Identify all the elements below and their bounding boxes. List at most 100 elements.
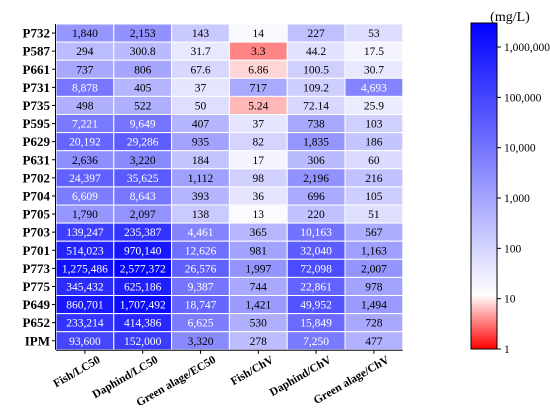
cell-value-label: 4,461 [188, 227, 214, 239]
cell-value-label: 1,275,486 [62, 263, 108, 275]
row-label: P773 [23, 261, 51, 276]
column-label: Fish/ChV [229, 354, 277, 388]
cell-value-label: 31.7 [190, 46, 210, 58]
cell-value-label: 717 [250, 82, 268, 94]
cell-value-label: 365 [250, 227, 268, 239]
cell-value-label: 184 [192, 155, 210, 167]
row-label: P703 [23, 225, 51, 240]
cell-value-label: 139,247 [66, 227, 104, 239]
cell-value-label: 1,421 [245, 300, 271, 312]
colorbar-gradient [470, 22, 498, 350]
colorbar-unit-label: (mg/L) [490, 10, 530, 25]
heatmap-cells: 1,840 2,153 143 14 227 53 294 300.8 31.7 3.3 44.2 1… [55, 23, 404, 351]
colorbar-tick-label: 10 [504, 294, 516, 306]
cell-value-label: 2,577,372 [120, 263, 166, 275]
colorbar-tick-label: 100,000 [504, 92, 542, 104]
cell-value-label: 625,186 [124, 281, 162, 293]
cell-value-label: 737 [76, 64, 94, 76]
cell-value-label: 9,387 [188, 281, 214, 293]
cell-value-label: 306 [307, 155, 325, 167]
cell-value-label: 8,878 [72, 82, 98, 94]
cell-value-label: 1,997 [245, 263, 271, 275]
cell-value-label: 93,600 [69, 336, 101, 348]
cell-value-label: 17.5 [364, 46, 384, 58]
cell-value-label: 738 [307, 119, 325, 131]
cell-value-label: 37 [195, 82, 207, 94]
cell-value-label: 498 [76, 100, 94, 112]
cell-value-label: 2,636 [72, 155, 98, 167]
cell-value-label: 220 [307, 209, 325, 221]
cell-value-label: 7,250 [303, 336, 329, 348]
row-label: P631 [23, 152, 50, 167]
cell-value-label: 278 [250, 336, 268, 348]
cell-value-label: 2,196 [303, 173, 329, 185]
row-label: IPM [25, 333, 50, 348]
row-label: P704 [23, 188, 51, 203]
cell-value-label: 67.6 [190, 64, 210, 76]
cell-value-label: 3,220 [130, 155, 156, 167]
cell-value-label: 4,693 [361, 82, 387, 94]
cell-value-label: 82 [253, 137, 265, 149]
cell-value-label: 14 [253, 28, 265, 40]
cell-value-label: 26,576 [185, 263, 217, 275]
cell-value-label: 1,840 [72, 28, 98, 40]
cell-value-label: 1,707,492 [120, 300, 166, 312]
cell-value-label: 7,221 [72, 119, 98, 131]
row-label: P705 [23, 207, 51, 222]
colorbar-tick-label: 1,000,000 [504, 42, 550, 54]
cell-value-label: 860,701 [66, 300, 104, 312]
cell-value-label: 13 [253, 209, 265, 221]
cell-value-label: 17 [253, 155, 265, 167]
cell-value-label: 530 [250, 318, 268, 330]
row-label: P587 [23, 44, 51, 59]
cell-value-label: 227 [307, 28, 325, 40]
cell-value-label: 2,097 [130, 209, 156, 221]
cell-value-label: 103 [365, 119, 383, 131]
cell-value-label: 105 [365, 191, 383, 203]
cell-value-label: 1,112 [188, 173, 214, 185]
cell-value-label: 970,140 [124, 245, 162, 257]
cell-value-label: 98 [253, 173, 265, 185]
cell-value-label: 1,494 [361, 300, 387, 312]
cell-value-label: 6,625 [188, 318, 214, 330]
cell-value-label: 20,192 [69, 137, 101, 149]
row-label: P731 [23, 80, 50, 95]
cell-value-label: 18,747 [185, 300, 217, 312]
cell-value-label: 477 [365, 336, 383, 348]
cell-value-label: 30.7 [364, 64, 384, 76]
cell-value-label: 294 [76, 46, 94, 58]
cell-value-label: 935 [192, 137, 210, 149]
column-label: Fish/LC50 [52, 354, 103, 390]
cell-value-label: 233,214 [66, 318, 104, 330]
cell-value-label: 407 [192, 119, 210, 131]
cell-value-label: 72.14 [303, 100, 329, 112]
cell-value-label: 5.24 [248, 100, 268, 112]
cell-value-label: 50 [195, 100, 207, 112]
cell-value-label: 32,040 [300, 245, 332, 257]
cell-value-label: 25.9 [364, 100, 384, 112]
row-label: P649 [23, 297, 51, 312]
row-label: P652 [23, 315, 50, 330]
cell-value-label: 10,163 [300, 227, 332, 239]
cell-value-label: 53 [368, 28, 380, 40]
cell-value-label: 1,790 [72, 209, 98, 221]
row-label: P661 [23, 62, 50, 77]
cell-value-label: 393 [192, 191, 210, 203]
cell-value-label: 1,835 [303, 137, 329, 149]
cell-value-label: 744 [250, 281, 268, 293]
cell-value-label: 15,849 [300, 318, 332, 330]
cell-value-label: 100.5 [303, 64, 329, 76]
cell-value-label: 2,153 [130, 28, 156, 40]
row-label: P732 [23, 26, 50, 41]
cell-value-label: 152,000 [124, 336, 162, 348]
cell-value-label: 728 [365, 318, 383, 330]
cell-value-label: 49,952 [300, 300, 332, 312]
cell-value-label: 72,098 [300, 263, 332, 275]
cell-value-label: 51 [368, 209, 380, 221]
colorbar-tick-label: 10,000 [504, 143, 536, 155]
row-label: P735 [23, 98, 51, 113]
cell-value-label: 405 [134, 82, 152, 94]
cell-value-label: 37 [253, 119, 265, 131]
